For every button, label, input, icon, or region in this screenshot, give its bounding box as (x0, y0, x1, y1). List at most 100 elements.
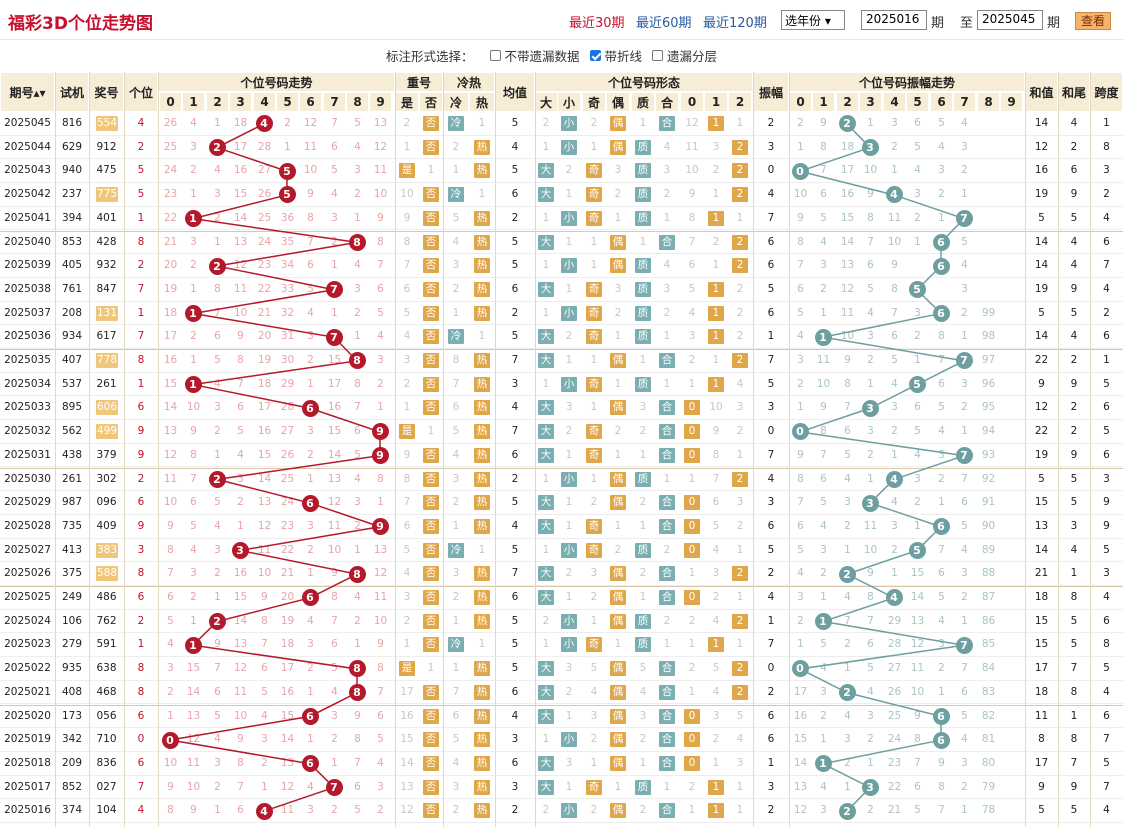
trend-ball: 2 (208, 470, 226, 488)
amp-miss: 12 (910, 638, 925, 651)
amp-miss: 1 (961, 425, 968, 438)
polyline-checkbox[interactable] (589, 49, 601, 61)
amp-miss: 4 (891, 377, 898, 390)
avg-cell: 7 (511, 354, 519, 366)
header-hot: 热 (469, 92, 495, 112)
tail-cell: 7 (1070, 756, 1078, 769)
trend-miss: 7 (377, 259, 384, 272)
repeat-tag: 否 (423, 755, 439, 771)
trend-miss: 18 (257, 377, 272, 390)
table-row (0, 799, 1123, 823)
trend-miss: 9 (167, 519, 174, 532)
trend-miss: 18 (280, 638, 295, 651)
trend-miss: 2 (331, 733, 338, 746)
form-miss: 1 (639, 117, 647, 129)
period-to-input[interactable]: 2025045 (977, 10, 1043, 30)
amp-ball: 6 (932, 518, 950, 536)
trend-miss: 3 (331, 709, 338, 722)
trend-miss: 6 (261, 662, 268, 675)
road-miss: 1 (736, 591, 744, 603)
issue-cell: 2025045 (4, 117, 51, 129)
nav-recent-120[interactable]: 最近120期 (703, 16, 767, 31)
amp-miss: 9 (820, 401, 827, 414)
trend-miss: 2 (261, 756, 268, 769)
no-miss-checkbox[interactable] (489, 49, 501, 61)
trend-miss: 2 (307, 448, 314, 461)
prize-cell: 638 (96, 662, 117, 675)
form-miss: 3 (565, 756, 573, 769)
trend-miss: 7 (354, 401, 361, 414)
period-from-input[interactable]: 2025016 (861, 10, 927, 30)
amp-miss: 82 (981, 709, 996, 722)
trend-miss: 5 (331, 164, 338, 177)
road-tag: 1 (708, 803, 724, 819)
amp-miss: 9 (820, 117, 827, 129)
amp-cell: 2 (767, 685, 775, 698)
road-tag: 1 (708, 305, 724, 321)
form-miss: 2 (565, 425, 573, 438)
trial-cell: 537 (61, 377, 83, 390)
trial-cell: 413 (61, 543, 83, 556)
year-select[interactable]: 选年份 ▾ (781, 10, 845, 30)
trend-miss: 4 (307, 306, 314, 319)
hotcold-miss: 2 (452, 496, 460, 509)
road-miss: 1 (688, 685, 696, 698)
unit-cell: 1 (137, 638, 145, 651)
amp-miss: 6 (914, 780, 921, 793)
unit-cell: 1 (137, 377, 145, 390)
amp-cell: 2 (767, 117, 775, 129)
sum-cell: 15 (1034, 638, 1049, 651)
amp-miss: 1 (844, 780, 851, 793)
header-trend-digit: 6 (299, 92, 322, 112)
hotcold-miss: 6 (452, 401, 460, 414)
form-tag: 质 (635, 542, 651, 558)
trend-miss: 3 (167, 662, 174, 675)
trend-miss: 6 (377, 709, 384, 722)
amp-miss: 3 (938, 448, 945, 461)
amp-miss: 3 (914, 306, 921, 319)
road-miss: 7 (688, 235, 696, 248)
amp-ball: 6 (932, 304, 950, 322)
amp-miss: 85 (981, 638, 996, 651)
amp-miss: 6 (844, 425, 851, 438)
issue-cell: 2025021 (4, 685, 51, 698)
form-miss: 1 (565, 519, 573, 532)
form-tag: 质 (635, 210, 651, 226)
issue-cell: 2025040 (4, 235, 51, 248)
trend-miss: 2 (190, 591, 197, 603)
span-cell: 4 (1103, 591, 1110, 603)
unit-cell: 7 (137, 282, 145, 295)
amp-miss: 22 (887, 780, 902, 793)
prize-cell: 932 (96, 259, 117, 272)
table-row (0, 776, 1123, 800)
hotcold-miss: 2 (452, 282, 460, 295)
trend-miss: 10 (373, 188, 388, 201)
options-bar: 标注形式选择： 不带遗漏数据 带折线 遗漏分层 (386, 46, 717, 64)
form-miss: 1 (663, 780, 671, 793)
nav-recent-30[interactable]: 最近30期 (569, 16, 625, 31)
sum-cell: 17 (1034, 662, 1049, 675)
amp-miss: 16 (793, 709, 808, 722)
trend-miss: 1 (331, 306, 338, 319)
form-tag: 奇 (586, 210, 602, 226)
form-miss: 1 (639, 235, 647, 248)
miss-layer-checkbox[interactable] (652, 49, 664, 61)
page-title: 福彩3D个位走势图 (8, 14, 153, 34)
table-header: 期号▴▾ 试机 奖号 个位 个位号码走势 0 1 2 3 4 5 6 7 8 9 重号是否冷热冷热均值 个位号码… (0, 72, 1123, 112)
query-button[interactable]: 查看 (1075, 12, 1111, 30)
repeat-miss: 9 (403, 211, 411, 224)
repeat-tag: 否 (423, 210, 439, 226)
header-amp: 振幅 (753, 72, 789, 112)
issue-cell: 2025019 (4, 733, 51, 746)
form-miss: 1 (565, 780, 573, 793)
polyline-label: 带折线 (604, 48, 643, 64)
amp-miss: 7 (914, 756, 921, 769)
header-trend-digit: 9 (369, 92, 392, 112)
nav-recent-60[interactable]: 最近60期 (636, 16, 692, 31)
amp-miss: 1 (914, 235, 921, 248)
road-miss: 4 (736, 733, 744, 746)
amp-miss: 6 (797, 282, 804, 295)
amp-miss: 2 (797, 614, 804, 627)
amp-miss: 9 (844, 354, 851, 366)
header-form-item: 小 (557, 92, 581, 112)
